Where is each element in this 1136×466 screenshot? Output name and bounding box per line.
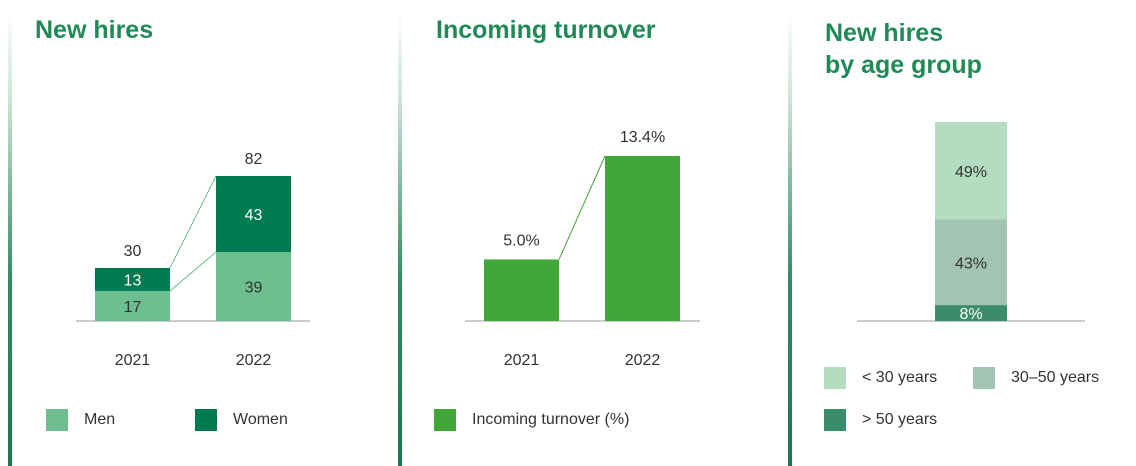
data-label-total-2022: 82: [245, 151, 263, 168]
data-label-30-to-50: 43%: [955, 255, 987, 272]
incoming-turnover-panel: Incoming turnover 5.0% 2021 13.4% 2022 Inco…: [390, 0, 780, 466]
data-label-men-2022: 39: [245, 280, 263, 297]
incoming-turnover-title: Incoming turnover: [436, 16, 656, 44]
new-hires-chart: 17 13 30 2021 39 43 82 2022: [76, 151, 310, 369]
x-tick-label-2022: 2022: [625, 352, 661, 369]
bar-segment-over-50: [935, 305, 1007, 321]
legend-label-women: Women: [233, 411, 288, 428]
legend-swatch-over-50: [824, 409, 846, 431]
data-label-under-30: 49%: [955, 164, 987, 181]
legend-item-30-to-50: 30–50 years: [973, 367, 1099, 389]
bar-segment-under-30: [935, 122, 1007, 220]
legend-label-30-to-50: 30–50 years: [1011, 369, 1100, 386]
legend-swatch-under-30: [824, 367, 846, 389]
new-hires-title: New hires: [35, 16, 154, 44]
bar-turnover-2021: [484, 259, 559, 321]
bar-men-2022: [216, 252, 291, 321]
legend-item-incoming-turnover: Incoming turnover (%): [434, 409, 629, 431]
legend-swatch-men: [46, 409, 68, 431]
age-group-title: New hires by age group: [825, 19, 982, 79]
legend-swatch-30-to-50: [973, 367, 995, 389]
x-tick-label-2021: 2021: [115, 352, 151, 369]
data-label-turnover-2022: 13.4%: [620, 129, 665, 146]
connector-line: [558, 155, 606, 260]
bar-segment-30-to-50: [935, 219, 1007, 306]
age-group-panel: New hires by age group 8% 43% 49% < 30 yea…: [780, 0, 1136, 466]
connector-line-middle: [169, 251, 217, 292]
age-group-chart: 8% 43% 49%: [857, 122, 1085, 323]
legend-item-men: Men: [46, 409, 115, 431]
panel-divider-right: [788, 12, 792, 466]
legend-item-over-50: > 50 years: [824, 409, 937, 431]
legend-label-incoming-turnover: Incoming turnover (%): [472, 411, 630, 428]
connector-line-top: [169, 175, 217, 269]
legend-item-under-30: < 30 years: [824, 367, 937, 389]
panel-divider-middle: [398, 12, 402, 466]
legend-label-under-30: < 30 years: [862, 369, 938, 386]
bar-women-2022: [216, 176, 291, 253]
legend-label-over-50: > 50 years: [862, 411, 938, 428]
data-label-over-50: 8%: [959, 306, 982, 323]
x-tick-label-2022: 2022: [236, 352, 272, 369]
incoming-turnover-chart: 5.0% 2021 13.4% 2022: [465, 129, 700, 369]
bar-women-2021: [95, 267, 170, 291]
bar-turnover-2022: [605, 156, 680, 321]
data-label-men-2021: 17: [124, 299, 142, 316]
legend-item-women: Women: [195, 409, 288, 431]
data-label-women-2021: 13: [124, 272, 142, 289]
data-label-women-2022: 43: [245, 207, 263, 224]
x-tick-label-2021: 2021: [504, 352, 540, 369]
data-label-turnover-2021: 5.0%: [503, 232, 539, 249]
data-label-total-2021: 30: [124, 243, 142, 260]
new-hires-panel: New hires 17 13 30 2021 39 43 82 2022 Men Women: [0, 0, 390, 466]
legend-label-men: Men: [84, 411, 116, 428]
legend-swatch-incoming-turnover: [434, 409, 456, 431]
bar-men-2021: [95, 290, 170, 321]
legend-swatch-women: [195, 409, 217, 431]
panel-divider-left: [8, 12, 12, 466]
